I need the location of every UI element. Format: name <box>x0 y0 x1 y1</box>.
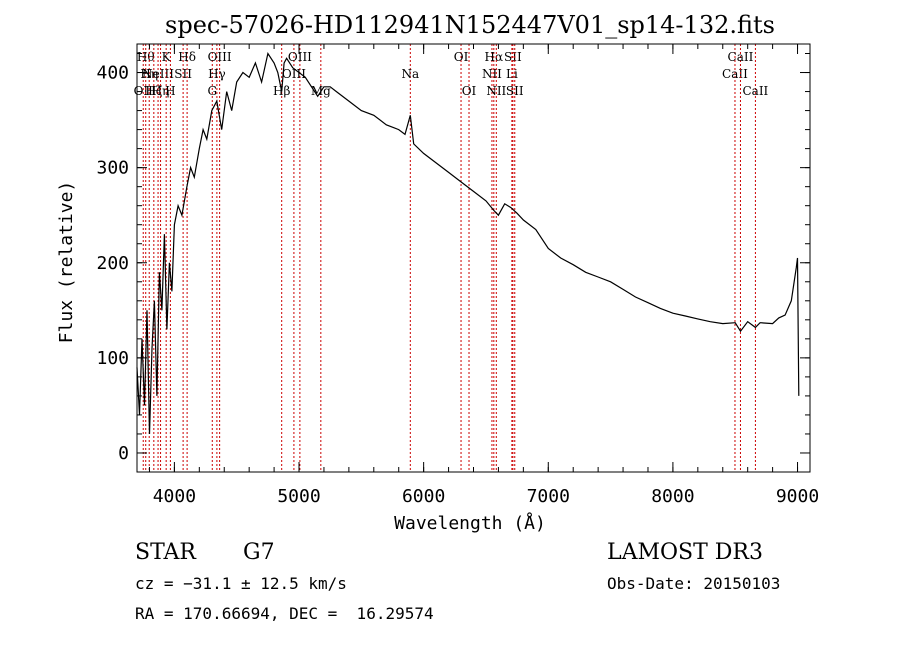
line-marker-label: NII <box>482 67 502 81</box>
x-tick-label: 6000 <box>402 486 445 507</box>
line-marker-label: SII <box>504 50 522 64</box>
line-marker-label: CaII <box>742 84 768 98</box>
x-tick-label: 9000 <box>776 486 819 507</box>
line-marker-label: G <box>207 84 217 98</box>
line-marker-label: Na <box>401 67 419 81</box>
line-marker-label: Hη <box>152 84 170 98</box>
line-marker-label: Hζ <box>145 84 162 98</box>
line-markers: OIIHθHηHζNeIIIHηKHSIIHδGHγOIIIHβOIIIOIII… <box>134 44 769 472</box>
y-tick-label: 300 <box>96 158 129 179</box>
x-tick-label: 5000 <box>277 486 320 507</box>
object-class: STAR <box>135 540 196 565</box>
subclass: G7 <box>243 540 275 565</box>
line-marker-label: OII <box>134 84 154 98</box>
line-marker-label: Hγ <box>208 67 226 81</box>
line-marker-label: CaII <box>728 50 754 64</box>
line-marker-label: OI <box>454 50 469 64</box>
x-tick-label: 4000 <box>153 486 196 507</box>
line-marker-label: CaII <box>722 67 748 81</box>
line-marker-label: SII <box>506 84 524 98</box>
x-tick-label: 8000 <box>651 486 694 507</box>
x-axis-label: Wavelength (Å) <box>394 512 546 534</box>
x-axis: 4000 5000 6000 7000 8000 9000 <box>148 44 819 507</box>
line-marker-label: Hδ <box>178 50 196 64</box>
x-tick-label: 7000 <box>527 486 570 507</box>
obs-date: Obs-Date: 20150103 <box>607 574 781 593</box>
line-marker-label: Hα <box>485 50 504 64</box>
line-marker-label: H <box>165 84 175 98</box>
plot-frame <box>136 43 811 473</box>
spectrum-chart: spec-57026-HD112941N152447V01_sp14-132.f… <box>56 11 819 534</box>
line-marker-label: SII <box>174 67 192 81</box>
line-marker-label: OIII <box>208 50 232 64</box>
line-marker-label: NeIII <box>142 67 174 81</box>
line-marker-label: OI <box>462 84 477 98</box>
coordinates: RA = 170.66694, DEC = 16.29574 <box>135 604 434 623</box>
y-tick-label: 100 <box>96 348 129 369</box>
y-axis: 0 100 200 300 400 <box>96 53 810 464</box>
line-marker-label: Hθ <box>137 50 155 64</box>
y-tick-label: 0 <box>118 443 129 464</box>
survey-name: LAMOST DR3 <box>607 540 763 565</box>
line-marker-label: OIII <box>288 50 312 64</box>
line-marker-label: Li <box>506 67 518 81</box>
cz-value: cz = −31.1 ± 12.5 km/s <box>135 574 347 593</box>
chart-title: spec-57026-HD112941N152447V01_sp14-132.f… <box>165 11 775 39</box>
line-marker-label: NII <box>486 84 506 98</box>
spectrum-line <box>136 51 800 435</box>
line-marker-label: K <box>162 50 172 64</box>
y-axis-label: Flux (relative) <box>56 181 77 344</box>
y-tick-label: 200 <box>96 253 129 274</box>
y-tick-label: 400 <box>96 63 129 84</box>
